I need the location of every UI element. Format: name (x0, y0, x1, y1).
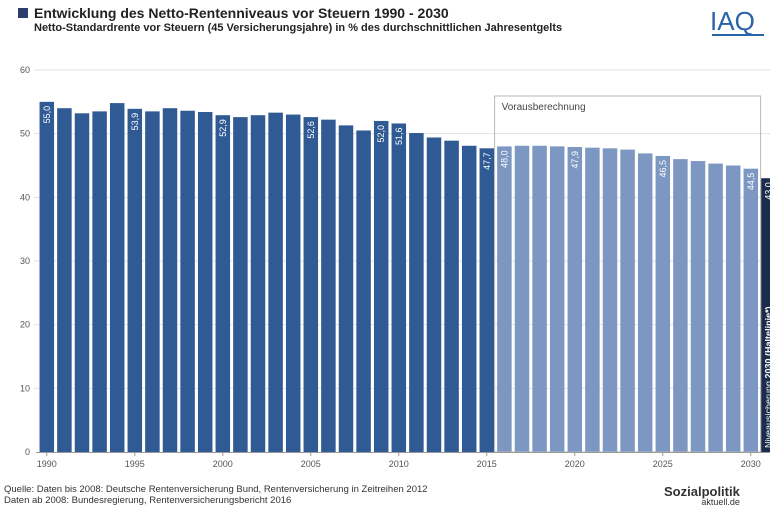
x-tick-label: 2030 (741, 459, 761, 469)
bar-data-label: 55,0 (42, 106, 52, 124)
final-bar (761, 178, 770, 452)
x-tick-label: 2005 (301, 459, 321, 469)
bar (250, 115, 266, 452)
bar (197, 112, 213, 453)
bar-data-label: 52,6 (306, 121, 316, 139)
bar (215, 115, 231, 452)
bar (725, 165, 741, 452)
sozialpolitik-logo-main: Sozialpolitik (664, 484, 740, 499)
bar (444, 140, 459, 453)
bar (673, 159, 688, 452)
bar (426, 137, 442, 452)
sozialpolitik-logo-sub: aktuell.de (701, 497, 740, 507)
bar-data-label: 47,9 (570, 151, 580, 169)
y-tick-label: 50 (20, 129, 30, 139)
source-line-2: Daten ab 2008: Bundesregierung, Rentenve… (4, 495, 292, 506)
bar-data-label: 52,9 (218, 119, 228, 137)
bar (145, 111, 160, 452)
bar (92, 111, 107, 452)
bar-data-label: 44,5 (746, 173, 756, 191)
x-tick-label: 2025 (653, 459, 673, 469)
source-line-1: Quelle: Daten bis 2008: Deutsche Rentenv… (4, 484, 428, 495)
y-tick-label: 10 (20, 383, 30, 393)
y-tick-label: 20 (20, 320, 30, 330)
bar (743, 168, 759, 452)
bars (39, 101, 770, 453)
bar (708, 163, 723, 452)
bar (268, 112, 283, 452)
bar (127, 108, 143, 452)
bar (655, 155, 671, 452)
final-bar-caption-bold: 2030 (Haltelinie*) (763, 306, 770, 378)
data-labels: 55,0 53,9 52,9 52,6 52,0 51,6 47,7 48,0 47,9 46,5… (42, 106, 770, 448)
bar (602, 148, 618, 452)
bar (620, 149, 635, 453)
title-block: Entwicklung des Netto-Rentenniveaus vor … (18, 5, 562, 34)
forecast-label: Vorausberechnung (502, 102, 586, 113)
bar-data-label: 52,0 (376, 125, 386, 143)
title-row: Entwicklung des Netto-Rentenniveaus vor … (18, 5, 562, 21)
bar-data-label: 46,5 (658, 160, 668, 178)
bar (637, 153, 653, 453)
final-bar-caption-normal: Niveausicherung (763, 378, 770, 448)
bar (479, 148, 495, 452)
bar (162, 108, 178, 452)
y-tick-label: 30 (20, 256, 30, 266)
bar (321, 119, 336, 452)
iaq-logo: IAQ (710, 6, 755, 36)
bar (514, 145, 530, 452)
bar-data-label: 53,9 (130, 113, 140, 131)
bar (303, 117, 319, 452)
bar (567, 147, 583, 452)
x-axis-ticks: 1990 1995 2000 2005 2010 2015 2020 2025 2030 (37, 452, 761, 469)
x-tick-label: 2020 (565, 459, 585, 469)
y-tick-label: 0 (25, 447, 30, 457)
bar (356, 130, 371, 452)
sozialpolitik-logo: Sozialpolitik aktuell.de (664, 484, 740, 507)
bar (74, 113, 90, 452)
bar (532, 145, 547, 452)
bar (57, 108, 72, 452)
bar (338, 125, 354, 452)
bar (285, 114, 301, 453)
bar (585, 147, 600, 452)
bar (549, 146, 565, 452)
bar-data-label: 51,6 (394, 127, 404, 145)
bar (233, 117, 248, 452)
title-square-icon (18, 8, 28, 18)
y-tick-label: 60 (20, 65, 30, 75)
x-tick-label: 2000 (213, 459, 233, 469)
x-tick-label: 1995 (125, 459, 145, 469)
bar (461, 145, 477, 452)
bar (180, 110, 195, 452)
bar (39, 101, 55, 452)
bar (690, 161, 706, 452)
iaq-logo-underline (712, 34, 764, 36)
chart-subtitle: Netto-Standardrente vor Steuern (45 Vers… (34, 22, 563, 34)
bar-data-label: 47,7 (482, 152, 492, 170)
y-axis-ticks: 0 10 20 30 40 50 60 (20, 65, 30, 457)
bar-data-label: 48,0 (499, 150, 509, 168)
bar (373, 120, 389, 452)
source-note: Quelle: Daten bis 2008: Deutsche Rentenv… (4, 484, 428, 506)
bar (391, 123, 407, 452)
chart-title: Entwicklung des Netto-Rentenniveaus vor … (34, 5, 449, 21)
bar (409, 133, 424, 452)
bar (497, 146, 512, 452)
bar (109, 103, 125, 453)
x-tick-label: 1990 (37, 459, 57, 469)
x-tick-label: 2015 (477, 459, 497, 469)
x-tick-label: 2010 (389, 459, 409, 469)
y-tick-label: 40 (20, 192, 30, 202)
final-bar-caption: Niveausicherung 2030 (Haltelinie*) (763, 306, 770, 448)
final-bar-data-label: 43,0 (763, 182, 770, 200)
